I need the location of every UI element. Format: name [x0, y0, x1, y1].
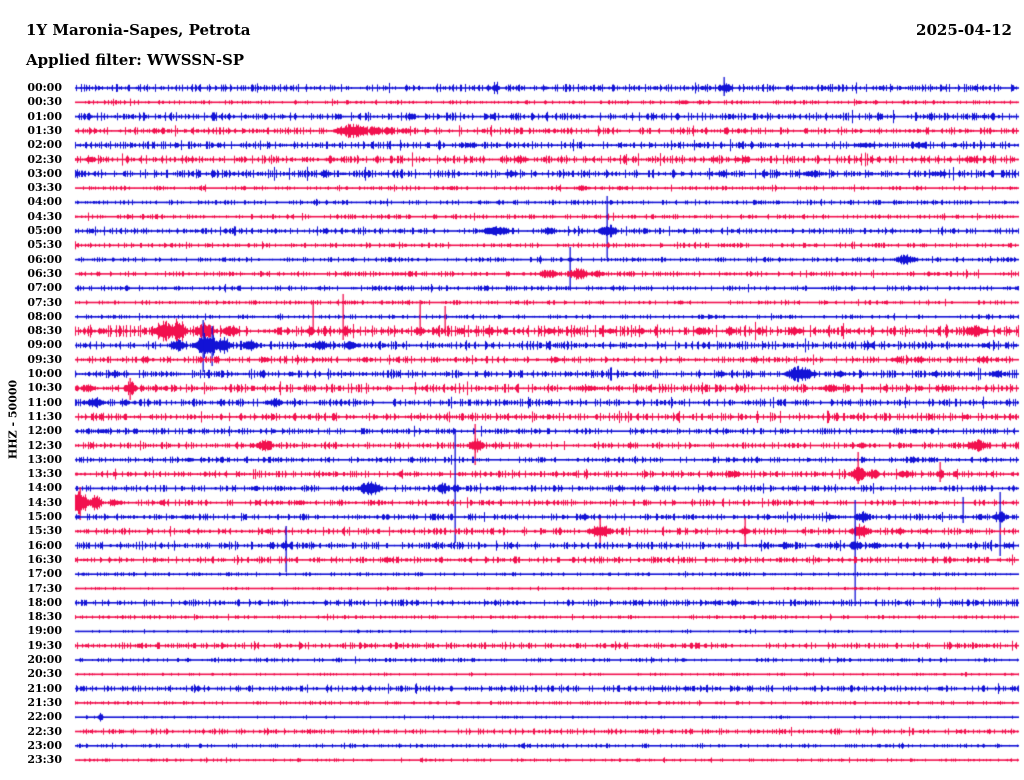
applied-filter-label: Applied filter: WWSSN-SP: [26, 51, 245, 69]
time-label: 12:30: [27, 438, 62, 452]
time-label: 20:30: [27, 667, 62, 681]
time-label: 07:30: [27, 295, 62, 309]
time-label: 05:30: [27, 238, 62, 252]
time-label: 18:00: [27, 595, 62, 609]
time-label: 02:00: [27, 138, 62, 152]
time-label: 16:30: [27, 552, 62, 566]
time-label: 06:30: [27, 266, 62, 280]
time-label: 02:30: [27, 152, 62, 166]
time-label: 12:00: [27, 424, 62, 438]
time-label: 08:00: [27, 309, 62, 323]
time-label: 14:00: [27, 481, 62, 495]
time-label: 10:00: [27, 367, 62, 380]
time-label: 00:30: [27, 95, 62, 109]
time-label: 17:30: [27, 581, 62, 595]
time-label: 01:30: [27, 123, 62, 137]
time-label: 10:30: [27, 381, 62, 395]
time-label: 04:30: [27, 209, 62, 223]
time-label: 16:00: [27, 538, 62, 552]
time-label: 21:30: [27, 695, 62, 709]
time-label: 00:00: [27, 81, 62, 94]
time-label: 21:00: [27, 681, 62, 695]
time-label: 23:30: [27, 753, 62, 767]
time-label: 15:00: [27, 510, 62, 523]
time-label: 22:00: [27, 710, 62, 724]
date-label: 2025-04-12: [916, 21, 1012, 39]
time-label: 15:30: [27, 524, 62, 538]
time-label: 07:00: [27, 281, 62, 295]
time-label: 04:00: [27, 195, 62, 209]
time-label: 03:00: [27, 166, 62, 180]
time-label: 01:00: [27, 109, 62, 123]
time-label: 22:30: [27, 724, 62, 738]
time-label: 20:00: [27, 653, 62, 666]
time-label: 11:30: [27, 409, 62, 423]
time-label: 06:00: [27, 252, 62, 266]
time-label: 17:00: [27, 567, 62, 581]
time-label: 19:00: [27, 624, 62, 638]
time-label: 13:30: [27, 467, 62, 481]
time-label: 09:30: [27, 352, 62, 366]
time-label: 13:00: [27, 452, 62, 466]
time-label: 08:30: [27, 324, 62, 338]
time-label: 19:30: [27, 638, 62, 652]
time-label: 09:00: [27, 338, 62, 352]
time-label: 03:30: [27, 181, 62, 195]
time-label: 23:00: [27, 738, 62, 752]
station-title: 1Y Maronia-Sapes, Petrota: [26, 21, 251, 39]
time-label: 14:30: [27, 495, 62, 509]
time-label: 11:00: [27, 395, 62, 409]
time-label: 18:30: [27, 610, 62, 624]
time-label: 05:00: [27, 224, 62, 237]
